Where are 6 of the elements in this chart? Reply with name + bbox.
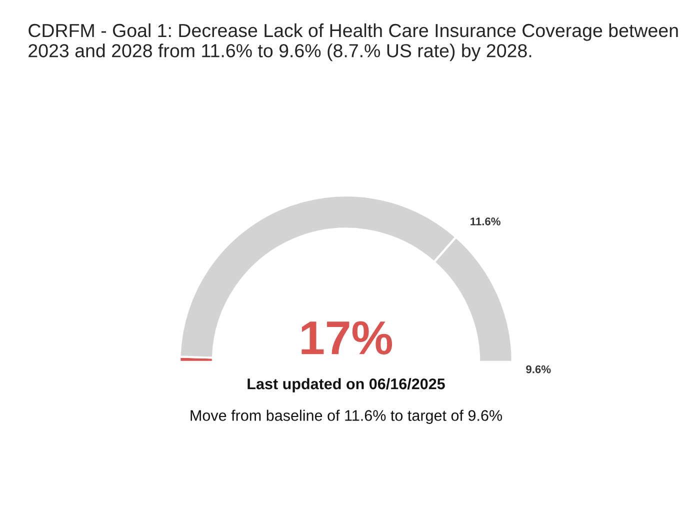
- text: 11.6%: [470, 217, 500, 226]
- chart-title: CDRFM - Goal 1: Decrease Lack of Health Care Insurance Coverage between 2023 and 2028 from 11.6% to 9.6% (8.7.% US rate) by 2028.: [28, 23, 678, 62]
- text: Last updated on 06/16/2025: [248, 378, 445, 392]
- text: 9.6%: [526, 365, 551, 374]
- text: 17%: [302, 321, 392, 355]
- text: Move from baseline of 11.6% to target of 9.6%: [190, 410, 502, 424]
